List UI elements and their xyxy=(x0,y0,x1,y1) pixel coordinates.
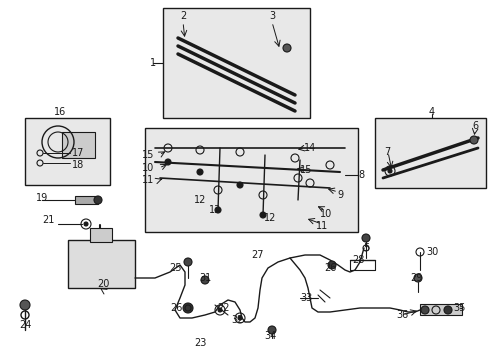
Circle shape xyxy=(201,276,208,284)
Text: 18: 18 xyxy=(72,160,84,170)
Text: 10: 10 xyxy=(142,163,154,173)
Circle shape xyxy=(260,212,265,218)
Text: 11: 11 xyxy=(142,175,154,185)
Text: 15: 15 xyxy=(142,150,154,160)
Circle shape xyxy=(197,169,203,175)
Circle shape xyxy=(361,234,369,242)
Text: 12: 12 xyxy=(263,213,276,223)
Bar xyxy=(68,240,135,288)
Bar xyxy=(25,118,110,185)
Text: 4: 4 xyxy=(428,107,434,117)
Circle shape xyxy=(327,261,335,269)
Text: 36: 36 xyxy=(395,310,407,320)
Text: 28: 28 xyxy=(351,255,364,265)
Text: 20: 20 xyxy=(97,279,109,289)
Text: 32: 32 xyxy=(231,315,244,325)
Circle shape xyxy=(443,306,451,314)
Text: 13: 13 xyxy=(208,205,221,215)
Text: 8: 8 xyxy=(357,170,364,180)
Circle shape xyxy=(413,274,421,282)
Circle shape xyxy=(164,159,171,165)
Circle shape xyxy=(20,300,30,310)
Circle shape xyxy=(183,303,193,313)
Text: 6: 6 xyxy=(471,121,477,131)
Text: 34: 34 xyxy=(264,331,276,341)
Bar xyxy=(75,196,98,204)
Circle shape xyxy=(183,258,192,266)
Bar xyxy=(419,304,461,315)
Text: 5: 5 xyxy=(362,243,368,253)
Text: 1: 1 xyxy=(150,58,156,68)
Text: 21: 21 xyxy=(42,215,54,225)
Circle shape xyxy=(283,44,290,52)
Circle shape xyxy=(94,196,102,204)
Text: 11: 11 xyxy=(315,221,327,231)
Circle shape xyxy=(267,326,275,334)
Text: 14: 14 xyxy=(303,143,315,153)
Text: 17: 17 xyxy=(72,148,84,158)
Text: 24: 24 xyxy=(19,320,31,330)
Circle shape xyxy=(469,136,477,144)
Text: 7: 7 xyxy=(383,147,389,157)
Text: 9: 9 xyxy=(336,190,343,200)
Text: 29: 29 xyxy=(409,273,421,283)
Circle shape xyxy=(238,316,242,320)
Text: 27: 27 xyxy=(251,250,264,260)
Text: 26: 26 xyxy=(169,303,182,313)
Text: 2: 2 xyxy=(180,11,186,21)
Text: 33: 33 xyxy=(299,293,311,303)
Circle shape xyxy=(215,207,221,213)
Bar xyxy=(163,8,309,118)
Text: 22: 22 xyxy=(217,303,230,313)
Text: 12: 12 xyxy=(193,195,206,205)
Text: 16: 16 xyxy=(54,107,66,117)
Text: 10: 10 xyxy=(319,209,331,219)
Text: 30: 30 xyxy=(425,247,437,257)
Text: 3: 3 xyxy=(268,11,274,21)
Circle shape xyxy=(84,222,88,226)
Bar xyxy=(374,118,485,188)
Bar xyxy=(90,228,112,242)
Text: 19: 19 xyxy=(36,193,48,203)
Circle shape xyxy=(218,308,222,312)
Circle shape xyxy=(387,169,391,173)
Text: 35: 35 xyxy=(453,303,465,313)
Text: 31: 31 xyxy=(199,273,211,283)
Bar xyxy=(145,128,357,232)
Text: 25: 25 xyxy=(169,263,182,273)
Text: 15: 15 xyxy=(299,165,311,175)
Circle shape xyxy=(237,182,243,188)
Circle shape xyxy=(420,306,428,314)
Text: 26: 26 xyxy=(323,263,336,273)
Bar xyxy=(62,132,95,158)
Text: 23: 23 xyxy=(193,338,206,348)
